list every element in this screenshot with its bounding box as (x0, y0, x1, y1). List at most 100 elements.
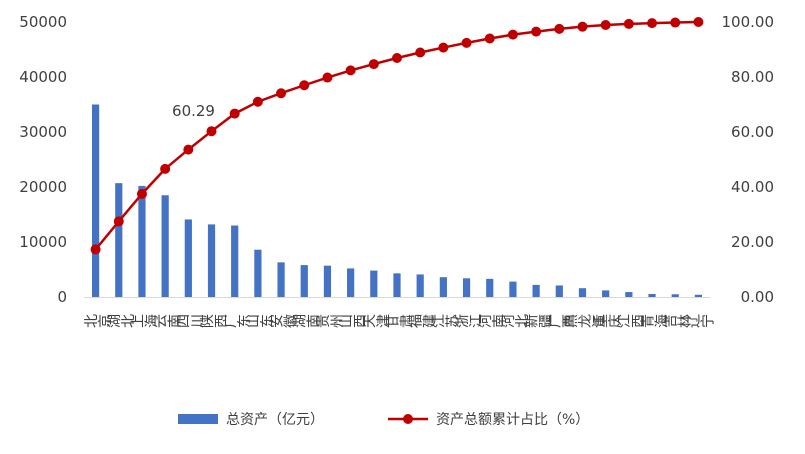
line-point (252, 96, 263, 107)
x-tick-label: 湖北 (107, 314, 136, 330)
x-tick-label: 天津 (362, 314, 390, 330)
bar (602, 290, 610, 297)
line-point (670, 17, 681, 28)
line-point (136, 188, 147, 199)
line-point (113, 216, 124, 227)
bar (393, 273, 401, 297)
bar (115, 183, 123, 297)
bar (625, 292, 633, 297)
bar (694, 294, 703, 297)
x-tick-label: 广西 (547, 314, 575, 330)
bar (323, 265, 332, 297)
x-tick-label: 福建 (408, 314, 437, 330)
bar (161, 195, 169, 297)
y-left-tick-label: 40000 (19, 68, 67, 86)
line-point (368, 59, 379, 70)
x-tick-label: 浙江 (455, 314, 483, 330)
x-tick-label: 江西 (617, 314, 645, 330)
legend-swatch-marker (403, 414, 413, 424)
bar (416, 274, 424, 297)
y-right-tick-label: 40.00 (731, 178, 774, 196)
y-left-tick-label: 0 (57, 288, 67, 306)
y-right-tick-label: 100.00 (722, 13, 775, 31)
line-point (554, 23, 565, 34)
bar (254, 249, 262, 297)
line-point (160, 163, 171, 174)
bar (231, 225, 239, 297)
bar (671, 294, 679, 297)
line-point (229, 108, 240, 119)
line-point (438, 42, 449, 53)
line-point (647, 18, 658, 29)
bar (370, 270, 378, 297)
y-right-tick-label: 0.00 (741, 288, 774, 306)
bar (300, 265, 308, 297)
x-tick-label: 辽宁 (686, 314, 714, 330)
line-point (693, 17, 704, 27)
line-point (276, 88, 287, 99)
bar (91, 104, 100, 297)
bar (486, 278, 494, 297)
y-left-tick-label: 10000 (19, 233, 67, 251)
line-point (484, 33, 495, 44)
x-tick-label: 湖南 (292, 314, 320, 330)
line-point (531, 26, 542, 37)
y-left-tick-label: 20000 (19, 178, 67, 196)
bar (138, 185, 146, 297)
x-tick-label: 贵州 (315, 314, 343, 330)
legend-label-line: 资产总额累计占比（%） (436, 412, 589, 428)
x-tick-label: 青海 (640, 314, 668, 330)
x-tick-label: 河南 (478, 314, 506, 330)
x-tick-label: 北京 (84, 314, 112, 330)
line-point (577, 21, 588, 32)
legend: 总资产（亿元） 资产总额累计占比（%） (178, 412, 589, 428)
y-right-tick-label: 60.00 (731, 123, 774, 141)
line-point (507, 29, 518, 40)
bar (578, 288, 587, 297)
line-point (461, 37, 472, 48)
line-point (206, 126, 217, 137)
bar (277, 262, 285, 297)
legend-swatch-bar (178, 414, 218, 424)
x-tick-label: 安徽 (269, 314, 297, 330)
x-tick-label: 黑龙江 (563, 314, 605, 330)
line-point (183, 144, 194, 155)
line-point (600, 20, 611, 31)
x-tick-label: 广东 (223, 314, 251, 330)
line-point (322, 72, 333, 83)
bar (509, 281, 517, 297)
bar (648, 293, 656, 297)
bar (439, 277, 447, 297)
line-point (623, 18, 634, 29)
legend-label-bar: 总资产（亿元） (226, 412, 324, 428)
line-point (90, 244, 101, 255)
x-tick-label: 四川 (176, 314, 204, 330)
labels-layer: 0 10000 20000 30000 40000 50000 0.00 20.00 40.00… (19, 13, 774, 330)
x-tick-label: 重庆 (594, 314, 622, 330)
y-left-tick-label: 50000 (19, 13, 67, 31)
x-tick-label: 江苏 (431, 314, 460, 330)
x-tick-label: 山东 (246, 314, 274, 330)
bar (555, 285, 563, 297)
y-left-tick-label: 30000 (19, 123, 67, 141)
x-tick-label: 上海 (130, 314, 158, 330)
bar (207, 224, 216, 297)
x-tick-label: 吉林 (663, 314, 691, 330)
y-right-tick-label: 20.00 (731, 233, 774, 251)
line-layer (90, 17, 704, 255)
bar (347, 268, 355, 297)
data-label: 60.29 (172, 102, 215, 120)
x-tick-label: 河北 (501, 314, 530, 330)
line-point (415, 47, 426, 58)
x-tick-label: 云南 (153, 314, 181, 330)
x-tick-label: 甘肃 (385, 314, 413, 330)
x-tick-label: 山西 (339, 314, 367, 330)
bar (184, 219, 192, 297)
x-tick-label: 陕西 (200, 314, 228, 330)
y-right-tick-label: 80.00 (731, 68, 774, 86)
x-tick-label: 新疆 (524, 314, 552, 330)
bar (532, 284, 540, 297)
bars-layer (91, 104, 703, 297)
